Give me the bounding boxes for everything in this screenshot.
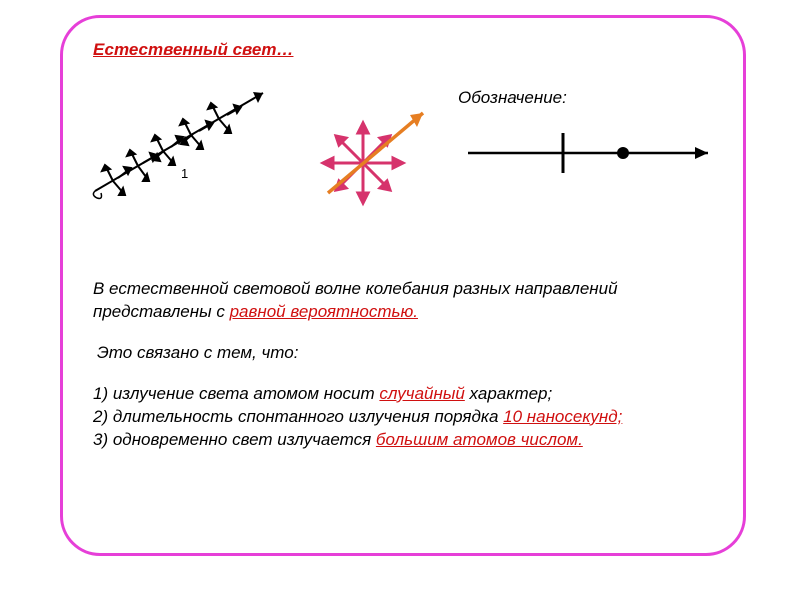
slide-frame: Естественный свет… Обозначение: [60, 15, 746, 556]
body-text: В естественной световой волне колебания … [93, 278, 713, 452]
emphasis-red: 10 наносекунд; [503, 407, 622, 426]
emphasis-red: случайный [379, 384, 464, 403]
list-item: 3) одновременно свет излучается большим … [93, 429, 713, 452]
emphasis-red: равной вероятностью. [230, 302, 418, 321]
reason-list: 1) излучение света атомом носит случайны… [93, 383, 713, 452]
slide-title: Естественный свет… [93, 40, 293, 60]
diagram-area: 1 [83, 73, 723, 233]
list-item: 1) излучение света атомом носит случайны… [93, 383, 713, 406]
text: 1) излучение света атомом носит [93, 384, 379, 403]
text: 2) длительность спонтанного излучения по… [93, 407, 503, 426]
svg-text:1: 1 [181, 166, 188, 181]
text: 3) одновременно свет излучается [93, 430, 376, 449]
notation-symbol-icon [463, 123, 723, 183]
emphasis-red: большим атомов числом. [376, 430, 583, 449]
beam-random-vectors-icon: 1 [83, 73, 283, 203]
list-item: 2) длительность спонтанного излучения по… [93, 406, 713, 429]
paragraph-1: В естественной световой волне колебания … [93, 278, 713, 324]
text: характер; [465, 384, 552, 403]
paragraph-2: Это связано с тем, что: [93, 342, 713, 365]
starburst-icon [298, 88, 438, 228]
